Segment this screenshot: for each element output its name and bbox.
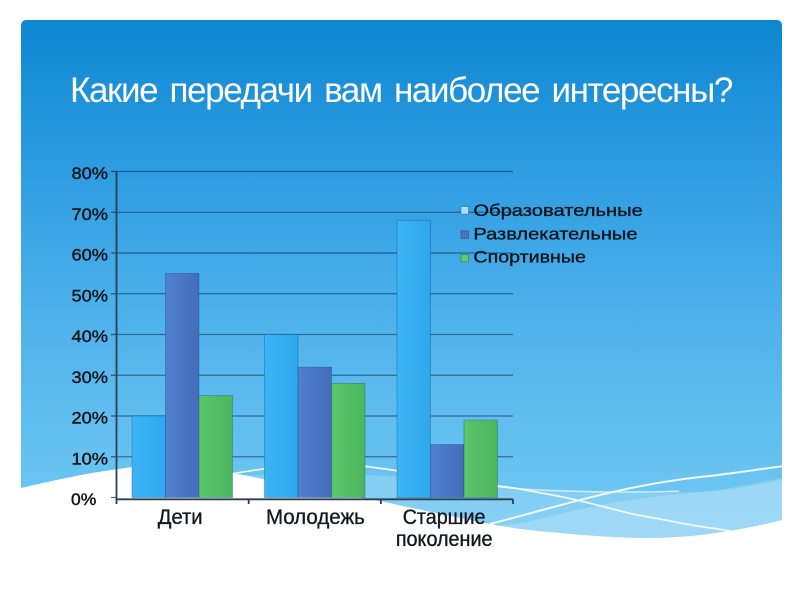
- svg-text:40%: 40%: [72, 327, 109, 346]
- svg-text:20%: 20%: [72, 409, 109, 428]
- svg-text:Развлекательные: Развлекательные: [473, 225, 637, 244]
- svg-text:70%: 70%: [72, 205, 109, 224]
- svg-text:Дети: Дети: [158, 506, 203, 529]
- svg-text:0%: 0%: [71, 490, 96, 509]
- svg-text:Образовательные: Образовательные: [473, 201, 642, 220]
- svg-text:60%: 60%: [72, 246, 109, 265]
- svg-text:10%: 10%: [72, 449, 109, 468]
- svg-text:30%: 30%: [72, 368, 109, 387]
- svg-text:Молодежь: Молодежь: [266, 506, 365, 529]
- svg-text:Спортивные: Спортивные: [473, 248, 586, 267]
- svg-text:Старшие: Старшие: [403, 506, 486, 529]
- svg-text:80%: 80%: [72, 164, 109, 183]
- svg-text:50%: 50%: [72, 286, 109, 305]
- svg-text:поколение: поколение: [396, 528, 493, 551]
